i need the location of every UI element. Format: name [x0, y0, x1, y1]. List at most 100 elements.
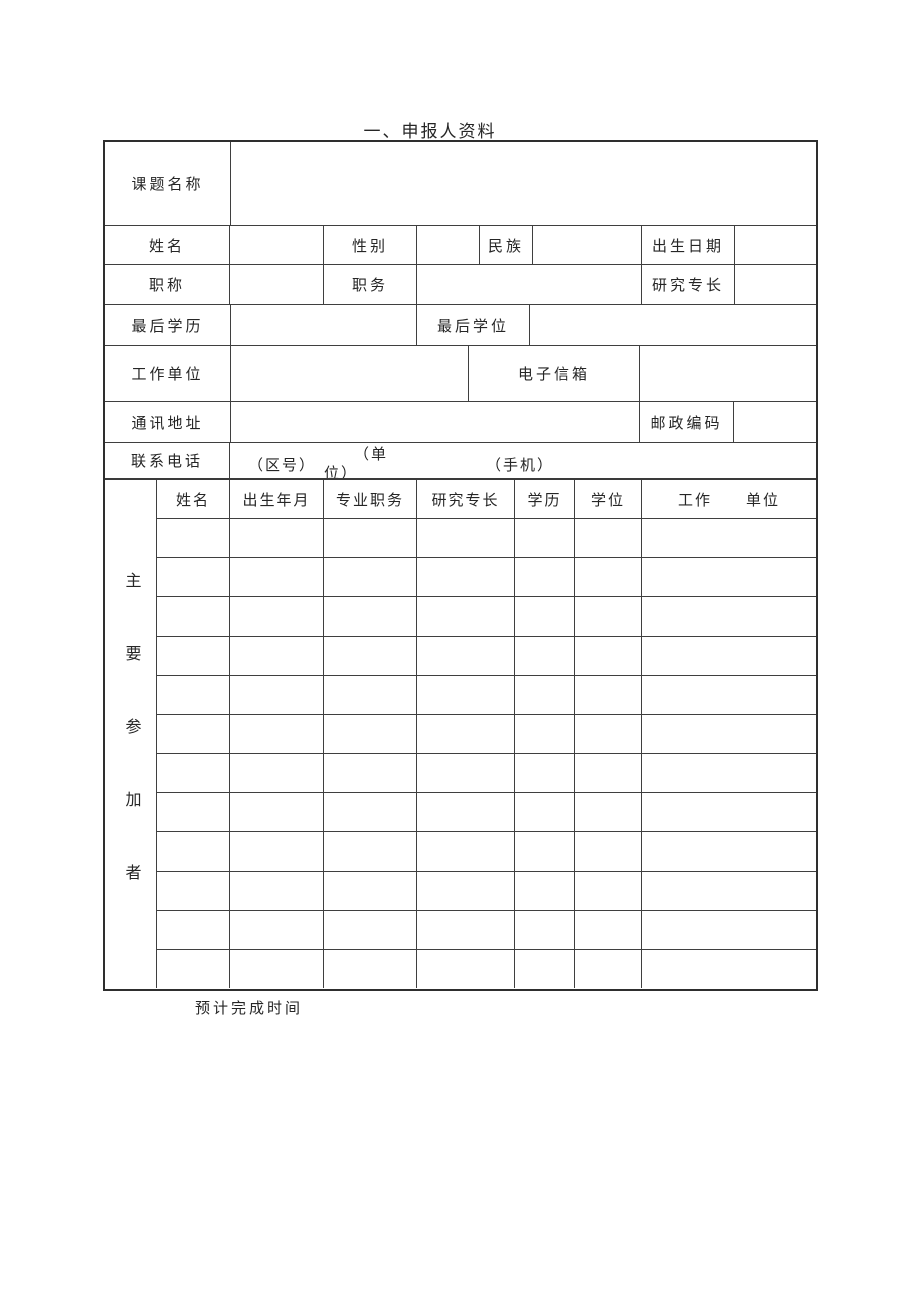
participant-cell[interactable]: [324, 519, 417, 558]
participant-cell[interactable]: [230, 910, 324, 949]
participant-cell[interactable]: [324, 597, 417, 636]
email-field[interactable]: [640, 346, 816, 401]
participant-row: [157, 714, 816, 755]
participant-cell[interactable]: [642, 793, 816, 831]
participant-cell[interactable]: [157, 754, 230, 793]
participant-cell[interactable]: [324, 871, 417, 910]
participant-cell[interactable]: [417, 597, 515, 636]
participant-cell[interactable]: [575, 949, 642, 989]
participant-cell[interactable]: [575, 636, 642, 675]
participant-cell[interactable]: [515, 871, 575, 910]
participant-cell[interactable]: [575, 558, 642, 597]
participant-cell[interactable]: [515, 675, 575, 714]
participant-cell[interactable]: [324, 675, 417, 714]
participant-cell[interactable]: [230, 832, 324, 871]
participant-cell[interactable]: [230, 675, 324, 714]
participant-cell[interactable]: [575, 714, 642, 754]
final-degree-field[interactable]: [530, 305, 816, 345]
phone-field[interactable]: （区号） （单 位） （手机）: [230, 443, 816, 478]
participant-cell[interactable]: [417, 675, 515, 714]
participant-cell[interactable]: [515, 597, 575, 636]
participant-cell[interactable]: [157, 597, 230, 636]
position-field[interactable]: [417, 265, 642, 304]
participant-cell[interactable]: [575, 597, 642, 636]
participant-cell[interactable]: [230, 519, 324, 558]
participant-cell[interactable]: [417, 636, 515, 675]
participant-cell[interactable]: [575, 871, 642, 910]
participant-cell[interactable]: [230, 558, 324, 597]
participant-cell[interactable]: [575, 519, 642, 558]
participant-cell[interactable]: [515, 910, 575, 949]
participant-cell[interactable]: [157, 793, 230, 832]
ethnicity-field[interactable]: [533, 226, 642, 264]
participant-cell[interactable]: [575, 754, 642, 793]
participant-cell[interactable]: [642, 872, 816, 910]
participant-cell[interactable]: [230, 793, 324, 832]
participant-cell[interactable]: [157, 832, 230, 871]
participant-cell[interactable]: [642, 597, 816, 635]
participant-cell[interactable]: [417, 871, 515, 910]
participant-cell[interactable]: [324, 714, 417, 754]
participant-cell[interactable]: [324, 832, 417, 871]
professional-title-field[interactable]: [230, 265, 324, 304]
work-unit-field[interactable]: [231, 346, 469, 401]
participant-cell[interactable]: [515, 793, 575, 832]
participant-cell[interactable]: [575, 910, 642, 949]
participant-cell[interactable]: [417, 519, 515, 558]
participant-cell[interactable]: [157, 636, 230, 675]
participant-cell[interactable]: [642, 676, 816, 714]
participant-cell[interactable]: [157, 910, 230, 949]
participant-cell[interactable]: [157, 519, 230, 558]
name-field[interactable]: [230, 226, 324, 264]
participant-cell[interactable]: [417, 910, 515, 949]
participant-cell[interactable]: [324, 793, 417, 832]
participant-cell[interactable]: [157, 714, 230, 754]
participant-cell[interactable]: [324, 949, 417, 989]
participant-cell[interactable]: [642, 950, 816, 988]
participant-cell[interactable]: [417, 949, 515, 989]
gender-field[interactable]: [417, 226, 480, 264]
participant-cell[interactable]: [575, 793, 642, 832]
participant-cell[interactable]: [642, 754, 816, 792]
participant-cell[interactable]: [230, 871, 324, 910]
participant-cell[interactable]: [515, 754, 575, 793]
participant-cell[interactable]: [642, 637, 816, 675]
participant-cell[interactable]: [515, 714, 575, 754]
participant-cell[interactable]: [642, 832, 816, 870]
participant-cell[interactable]: [515, 558, 575, 597]
research-specialty-field[interactable]: [735, 265, 816, 304]
participant-cell[interactable]: [417, 832, 515, 871]
participant-cell[interactable]: [417, 793, 515, 832]
participant-cell[interactable]: [157, 675, 230, 714]
participant-cell[interactable]: [230, 949, 324, 989]
final-education-field[interactable]: [231, 305, 417, 345]
participant-cell[interactable]: [230, 754, 324, 793]
participant-cell[interactable]: [417, 558, 515, 597]
participant-cell[interactable]: [157, 949, 230, 989]
participant-cell[interactable]: [642, 519, 816, 557]
participant-cell[interactable]: [515, 519, 575, 558]
participant-cell[interactable]: [324, 754, 417, 793]
participant-cell[interactable]: [642, 715, 816, 753]
participant-cell[interactable]: [230, 597, 324, 636]
mailing-address-field[interactable]: [231, 402, 640, 442]
participant-cell[interactable]: [324, 636, 417, 675]
participant-cell[interactable]: [324, 558, 417, 597]
participant-cell[interactable]: [515, 832, 575, 871]
project-name-field[interactable]: [231, 142, 816, 225]
participant-cell[interactable]: [575, 832, 642, 871]
participant-cell[interactable]: [157, 558, 230, 597]
birth-date-field[interactable]: [735, 226, 816, 264]
participant-cell[interactable]: [515, 636, 575, 675]
participant-cell[interactable]: [417, 714, 515, 754]
participant-cell[interactable]: [324, 910, 417, 949]
participant-cell[interactable]: [515, 949, 575, 989]
participant-cell[interactable]: [417, 754, 515, 793]
participant-cell[interactable]: [642, 911, 816, 949]
participant-cell[interactable]: [230, 714, 324, 754]
participant-cell[interactable]: [230, 636, 324, 675]
postal-code-field[interactable]: [734, 402, 816, 442]
participant-cell[interactable]: [575, 675, 642, 714]
participant-cell[interactable]: [642, 558, 816, 596]
participant-cell[interactable]: [157, 871, 230, 910]
